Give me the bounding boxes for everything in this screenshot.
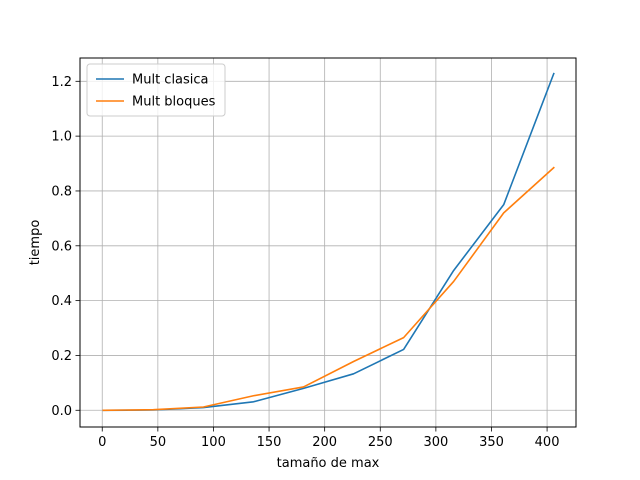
x-tick-label: 350	[479, 435, 504, 450]
y-tick-label: 0.0	[51, 404, 72, 419]
grid	[80, 58, 576, 427]
x-axis-label: tamaño de max	[277, 456, 380, 471]
legend-box	[86, 63, 226, 117]
x-tick-label: 400	[535, 435, 560, 450]
y-tick-label: 0.4	[51, 294, 72, 309]
x-tick-label: 150	[257, 435, 282, 450]
legend-label-1: Mult bloques	[132, 95, 216, 110]
x-tick-label: 300	[423, 435, 448, 450]
series-line-0	[102, 72, 555, 412]
y-tick-label: 0.8	[51, 184, 72, 199]
y-axis-label: tiempo	[28, 220, 43, 266]
legend: Mult clasica Mult bloques	[86, 63, 226, 117]
x-tick-label: 250	[368, 435, 393, 450]
y-tick-label: 0.2	[51, 349, 72, 364]
y-tick-label: 0.6	[51, 239, 72, 254]
plot-frame	[79, 57, 577, 428]
ticks: 0 50 100 150 200 250 300 350 400 0.0 0.2 0.4 0.6 0.8 1…	[51, 75, 559, 450]
series-line-1	[102, 166, 555, 412]
x-tick-label: 100	[201, 435, 226, 450]
y-tick-label: 1.2	[51, 75, 72, 90]
series-layer	[102, 72, 555, 412]
x-tick-label: 0	[98, 435, 106, 450]
x-tick-label: 200	[312, 435, 337, 450]
x-tick-label: 50	[150, 435, 167, 450]
y-tick-label: 1.0	[51, 130, 72, 145]
legend-label-0: Mult clasica	[132, 73, 209, 88]
